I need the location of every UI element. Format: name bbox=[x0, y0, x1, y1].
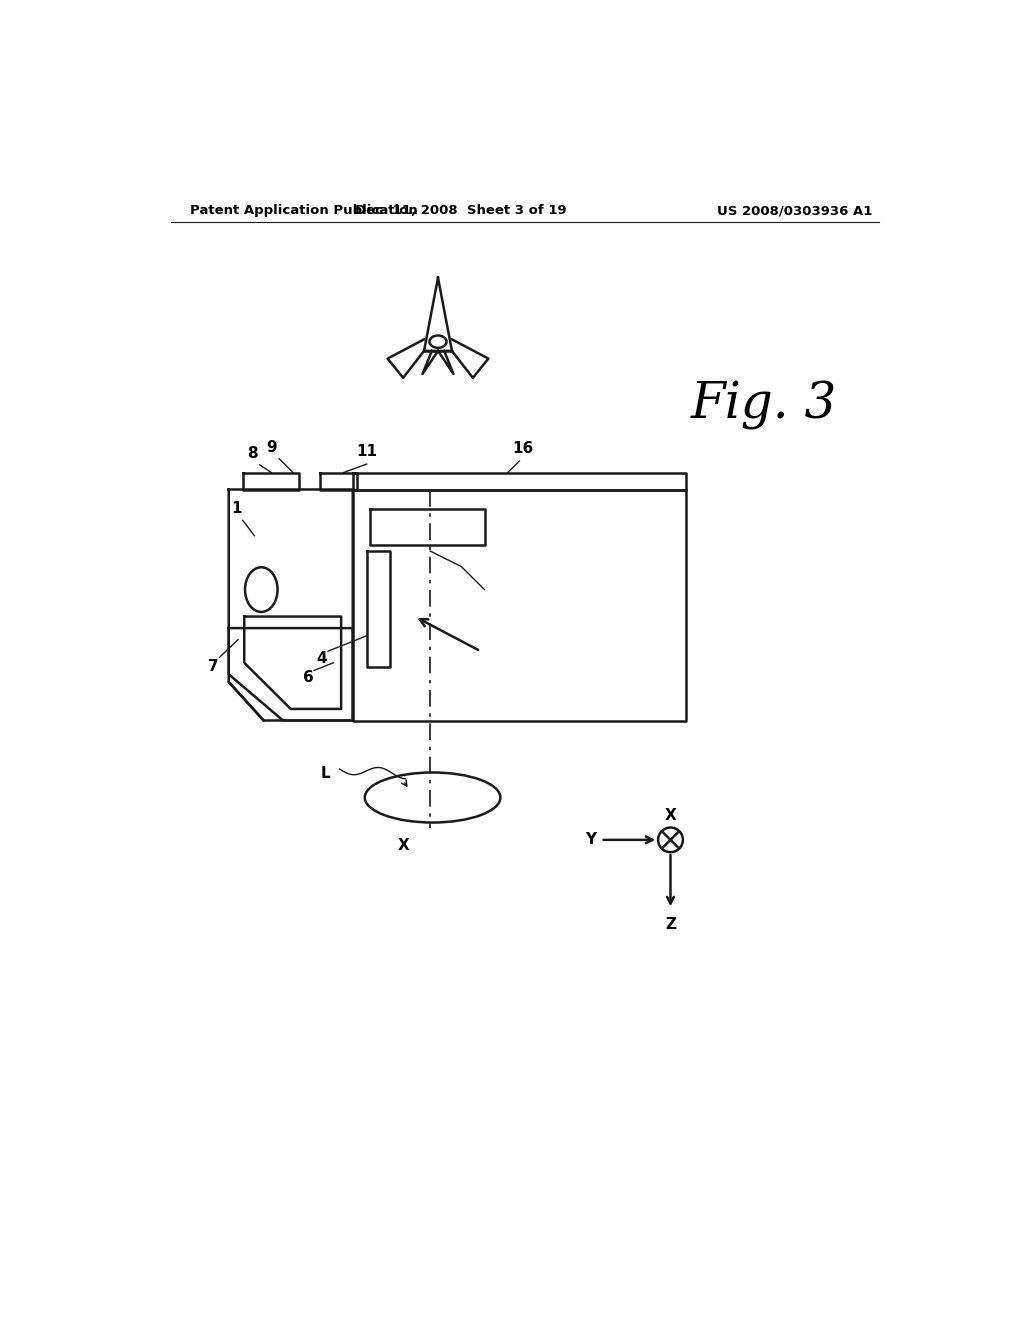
Text: Dec. 11, 2008  Sheet 3 of 19: Dec. 11, 2008 Sheet 3 of 19 bbox=[355, 205, 567, 218]
Text: X: X bbox=[665, 808, 677, 822]
Text: 4: 4 bbox=[316, 651, 327, 667]
Text: X: X bbox=[398, 838, 410, 853]
Text: L: L bbox=[321, 766, 331, 780]
Text: 16: 16 bbox=[513, 441, 534, 457]
Text: 8: 8 bbox=[247, 446, 257, 461]
Text: Patent Application Publication: Patent Application Publication bbox=[190, 205, 418, 218]
Text: Y: Y bbox=[585, 833, 596, 847]
Text: 6: 6 bbox=[303, 671, 314, 685]
Text: Z: Z bbox=[665, 917, 676, 932]
Text: 11: 11 bbox=[356, 445, 377, 459]
Text: US 2008/0303936 A1: US 2008/0303936 A1 bbox=[717, 205, 872, 218]
Text: Fig. 3: Fig. 3 bbox=[690, 380, 837, 429]
Text: 9: 9 bbox=[266, 440, 276, 455]
Text: 7: 7 bbox=[208, 659, 218, 675]
Text: 1: 1 bbox=[231, 502, 242, 516]
